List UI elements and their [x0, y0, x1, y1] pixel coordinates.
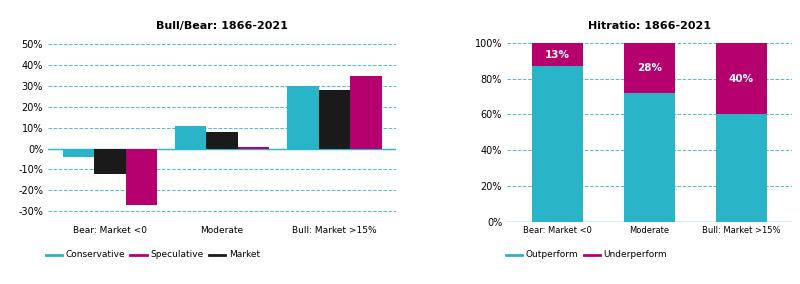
Bar: [238, 147, 270, 149]
Bar: [532, 43, 583, 66]
Bar: [175, 126, 206, 149]
Legend: Conservative, Speculative, Market: Conservative, Speculative, Market: [46, 250, 260, 259]
Text: 28%: 28%: [637, 63, 662, 73]
Bar: [126, 149, 157, 205]
Text: 40%: 40%: [729, 74, 754, 84]
Bar: [62, 149, 94, 157]
Bar: [624, 93, 675, 222]
Title: Bull/Bear: 1866-2021: Bull/Bear: 1866-2021: [156, 20, 288, 30]
Bar: [716, 43, 766, 114]
Legend: Outperform, Underperform: Outperform, Underperform: [506, 250, 667, 259]
Bar: [350, 76, 382, 149]
Bar: [716, 114, 766, 222]
Bar: [318, 90, 350, 149]
Title: Hitratio: 1866-2021: Hitratio: 1866-2021: [588, 20, 711, 30]
Bar: [624, 43, 675, 93]
Bar: [532, 66, 583, 222]
Bar: [94, 149, 126, 174]
Bar: [287, 86, 318, 149]
Bar: [206, 132, 238, 149]
Text: 13%: 13%: [545, 50, 570, 60]
